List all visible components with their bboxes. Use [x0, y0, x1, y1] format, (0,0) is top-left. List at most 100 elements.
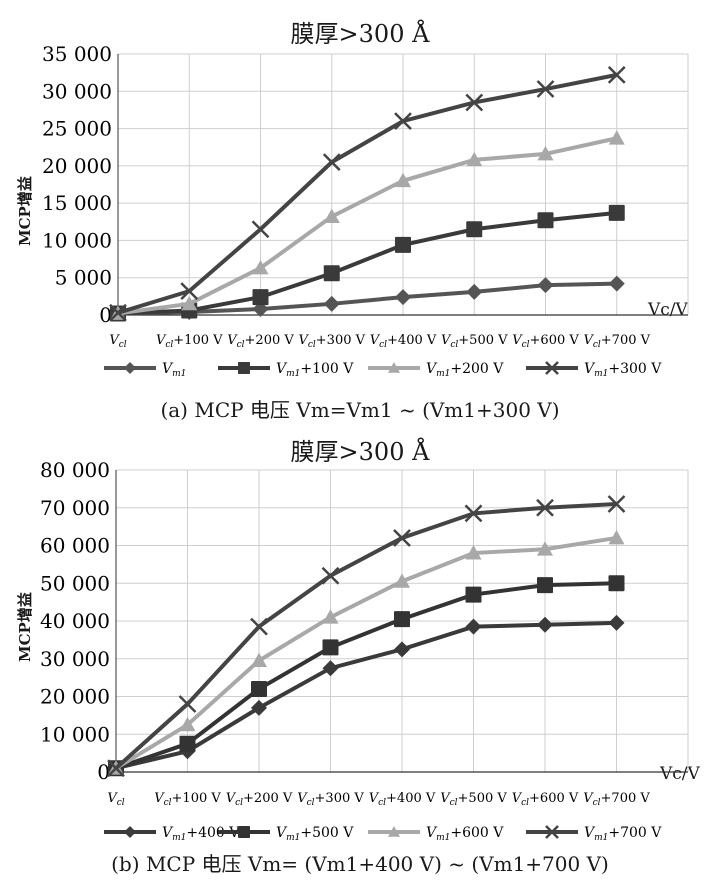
- data-point: [537, 277, 554, 294]
- data-point: [394, 573, 410, 588]
- series-line: [115, 581, 617, 771]
- data-point: [536, 80, 555, 98]
- chart-caption: (a) MCP 电压 Vm=Vm1 ~ (Vm1+300 V): [160, 398, 560, 422]
- data-point: [250, 617, 268, 636]
- data-point: [322, 153, 341, 172]
- chart-panel-b: 膜厚>300 Å MCP增益 Vc/V 0 10 000 20 000 30 000 4…: [0, 430, 720, 888]
- data-point: [178, 695, 197, 713]
- legend-label: Vm1+700 V: [584, 825, 662, 843]
- data-point: [323, 265, 340, 282]
- data-point: [465, 586, 482, 603]
- x-tick-label: Vcl+100 V: [154, 791, 221, 808]
- x-tick-label: Vcl+600 V: [512, 333, 579, 350]
- y-tick-label: 10 000: [42, 228, 112, 252]
- data-point: [537, 212, 554, 229]
- data-point: [109, 303, 127, 322]
- data-point: [393, 529, 411, 547]
- data-point: [608, 575, 625, 592]
- y-tick-label: 50 000: [40, 571, 110, 595]
- data-point: [124, 826, 136, 838]
- data-point: [545, 361, 559, 375]
- data-point: [323, 208, 340, 223]
- series-line: [117, 136, 618, 316]
- y-tick-label: 0: [99, 303, 112, 327]
- data-point: [251, 699, 267, 716]
- y-tick-label: 35 000: [42, 42, 112, 66]
- x-tick-label: Vcl+700 V: [583, 791, 650, 808]
- data-point: [124, 362, 136, 374]
- data-point: [464, 504, 483, 523]
- y-tick-label: 15 000: [42, 191, 112, 215]
- legend-label: Vm1+500 V: [276, 825, 354, 843]
- y-tick-label: 25 000: [42, 117, 112, 141]
- data-point: [179, 716, 196, 732]
- data-point: [179, 735, 196, 752]
- y-tick-label: 10 000: [40, 722, 110, 746]
- data-point: [180, 282, 199, 301]
- legend-label: Vm1+100 V: [276, 361, 354, 379]
- data-point: [466, 283, 483, 300]
- data-point: [395, 172, 411, 188]
- data-point: [394, 112, 412, 130]
- data-point: [252, 260, 269, 275]
- data-point: [388, 362, 400, 373]
- x-tick-label: Vcl+500 V: [440, 791, 507, 808]
- series-line: [115, 620, 617, 771]
- data-point: [537, 616, 553, 633]
- data-point: [181, 295, 198, 311]
- data-point: [395, 289, 411, 306]
- data-point: [608, 529, 625, 545]
- x-tick-label: Vcl+600 V: [512, 791, 579, 808]
- data-point: [608, 204, 625, 221]
- y-tick-label: 40 000: [40, 609, 110, 633]
- line-chart: 0 5 000 10 000 15 000 20 000 25 000 30 000 35 0…: [42, 42, 689, 379]
- line-chart: 0 10 000 20 000 30 000 40 000 50 000 60 000 70 …: [40, 458, 689, 843]
- x-tick-label: Vcl+700 V: [583, 333, 650, 350]
- x-tick-label: Vcl+400 V: [370, 333, 437, 350]
- series-line: [114, 501, 617, 770]
- legend-label: Vm1+400 V: [162, 825, 240, 843]
- data-point: [322, 639, 339, 656]
- data-point: [388, 826, 400, 837]
- x-tick-label: Vcl+500 V: [441, 333, 508, 350]
- x-tick-label: Vcl+100 V: [156, 333, 223, 350]
- data-point: [394, 611, 410, 628]
- data-point: [466, 151, 483, 167]
- data-point: [322, 609, 339, 624]
- legend-label: Vm1+200 V: [426, 361, 504, 379]
- x-tick-label: Vcl: [109, 333, 126, 350]
- data-point: [252, 289, 269, 306]
- y-tick-label: 70 000: [40, 496, 110, 520]
- chart-caption: (b) MCP 电压 Vm= (Vm1+400 V) ~ (Vm1+700 V): [111, 852, 609, 876]
- y-tick-label: 20 000: [42, 154, 112, 178]
- data-point: [608, 130, 625, 145]
- data-point: [607, 495, 626, 513]
- series-line: [114, 535, 617, 770]
- data-point: [465, 618, 482, 635]
- y-tick-label: 20 000: [40, 685, 110, 709]
- data-point: [251, 652, 267, 668]
- data-point: [395, 236, 411, 253]
- data-point: [545, 825, 559, 839]
- data-point: [394, 641, 410, 658]
- y-tick-label: 30 000: [40, 647, 110, 671]
- y-tick-label: 30 000: [42, 79, 112, 103]
- chart-title: 膜厚>300 Å: [290, 20, 430, 48]
- data-point: [537, 541, 553, 556]
- series-line: [117, 72, 618, 315]
- series-line: [117, 210, 617, 316]
- y-tick-label: 80 000: [40, 458, 110, 482]
- data-point: [465, 93, 484, 112]
- data-point: [607, 65, 626, 84]
- series-line: [117, 281, 617, 316]
- data-point: [537, 577, 553, 594]
- data-point: [322, 660, 339, 677]
- chart-title: 膜厚>300 Å: [290, 438, 430, 466]
- data-point: [238, 826, 250, 838]
- x-tick-label: Vcl+200 V: [226, 791, 293, 808]
- data-point: [608, 614, 625, 631]
- legend-label: Vm1: [162, 361, 186, 379]
- data-point: [238, 362, 250, 374]
- data-point: [321, 566, 340, 585]
